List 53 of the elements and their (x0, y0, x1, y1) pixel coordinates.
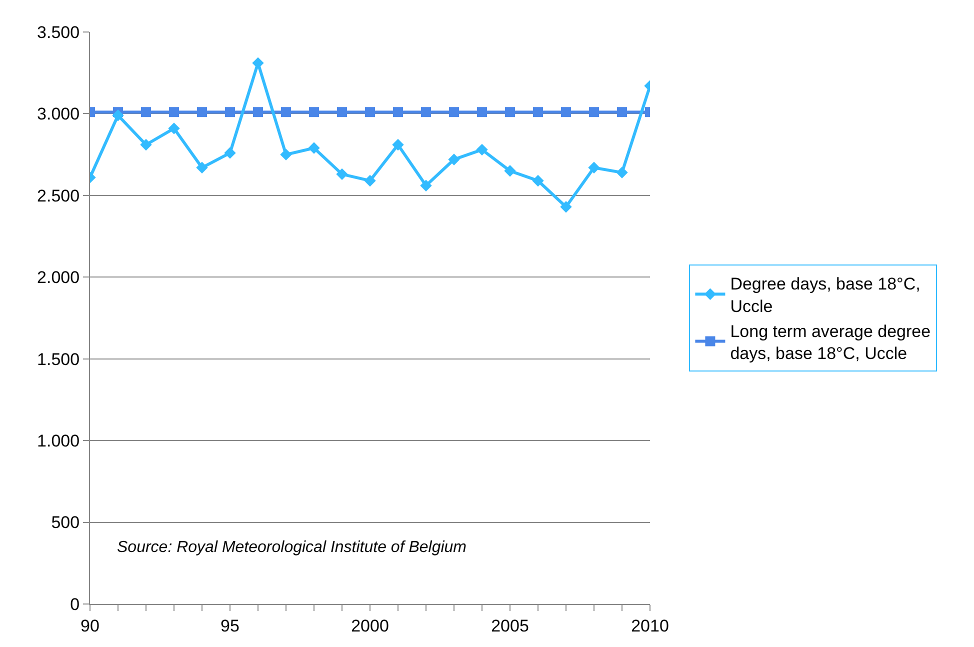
y-tick-label: 0 (70, 594, 80, 614)
y-tick-label: 3.000 (37, 104, 80, 124)
point (309, 107, 319, 118)
point (393, 107, 403, 118)
point (168, 122, 180, 134)
y-tick-label: 2.500 (37, 186, 80, 206)
point (365, 107, 375, 118)
point (112, 110, 124, 122)
y-tick-label: 2.000 (37, 268, 80, 288)
point (616, 166, 628, 178)
y-tick-label: 3.500 (37, 22, 80, 42)
point (448, 154, 460, 166)
point (197, 107, 207, 118)
x-tick-label: 90 (80, 616, 100, 636)
y-tick-label: 1.000 (37, 432, 80, 451)
x-tick-label: 2000 (351, 616, 389, 636)
point (420, 180, 432, 192)
legend-label: Degree days, base 18°C, Uccle (730, 274, 920, 316)
x-tick-label: 2005 (491, 616, 529, 636)
legend-label: Long term average degree days, base 18°C, Uccle (730, 322, 931, 363)
point (196, 162, 208, 174)
annotation: Source: Royal Meteorological Institute of Belgium (117, 539, 467, 556)
point (252, 57, 264, 69)
y-tick-label: 1.500 (37, 350, 80, 369)
point (617, 107, 627, 118)
point (169, 107, 179, 118)
point (253, 107, 263, 118)
point (533, 107, 543, 118)
point (560, 201, 572, 213)
point (561, 107, 571, 118)
point (140, 138, 152, 151)
x-tick-label: 2010 (631, 616, 669, 636)
x-tick-label: 95 (220, 616, 240, 636)
y-tick-label: 500 (51, 513, 80, 532)
point (392, 138, 404, 151)
point (224, 147, 236, 159)
point (308, 142, 320, 154)
point (421, 107, 431, 118)
point (588, 162, 600, 174)
point (449, 107, 459, 118)
point (336, 168, 348, 180)
point (476, 144, 488, 156)
point (477, 107, 487, 118)
point (141, 107, 151, 118)
point (280, 148, 292, 160)
point (337, 107, 347, 118)
point (504, 165, 516, 177)
point (589, 107, 599, 118)
point (225, 107, 235, 118)
point (532, 174, 544, 187)
point (505, 107, 515, 118)
point (281, 107, 291, 118)
point (364, 174, 376, 187)
